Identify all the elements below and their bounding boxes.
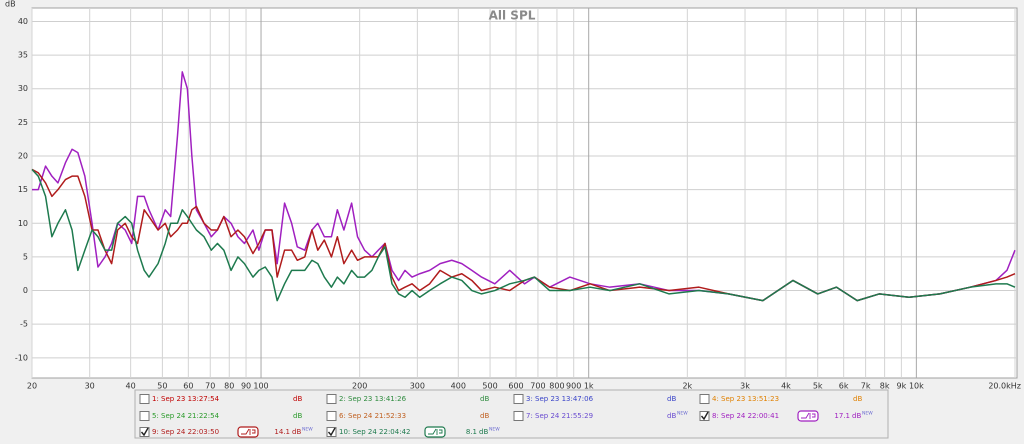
legend-label: 1: Sep 23 13:27:54 [152, 395, 220, 403]
legend-unit: dB [667, 395, 676, 403]
y-tick-label: 20 [18, 152, 28, 161]
legend-panel [134, 389, 889, 439]
x-tick-label: 100 [253, 382, 268, 391]
legend-checkbox[interactable] [699, 411, 710, 421]
level-value: 17.1 [834, 412, 850, 420]
plot-area [31, 7, 1018, 379]
x-tick-label: 300 [410, 382, 425, 391]
offset-icon [801, 412, 816, 419]
curves [31, 71, 1016, 302]
legend-checkbox[interactable] [326, 394, 337, 404]
x-tick-label: 1k [584, 382, 594, 391]
x-tick-label: 800 [549, 382, 564, 391]
legend-label: 9: Sep 24 22:03:50 [152, 428, 219, 436]
x-tick-label: 50 [157, 382, 167, 391]
y-tick-label: -10 [15, 353, 28, 362]
checkmark [327, 427, 336, 437]
checkmark [700, 411, 709, 421]
x-tick-label: 4k [781, 382, 791, 391]
legend-label: 4: Sep 23 13:51:23 [712, 395, 779, 403]
legend: 1: Sep 23 13:27:54 dB 2: Sep 23 13:41:26 dB… [139, 394, 873, 438]
legend-checkbox[interactable] [326, 411, 337, 421]
y-tick-label: 25 [18, 118, 28, 127]
x-tick-label: 10k [909, 382, 924, 391]
grid: -10 -5 0 5 10 15 20 25 30 35 40 20 30 40 50 60 70 80 90 100… [15, 8, 1021, 391]
offset-button[interactable] [424, 426, 446, 438]
tag: NEW [862, 411, 873, 417]
x-tick-label: 700 [530, 382, 545, 391]
y-tick-label: 10 [18, 219, 28, 228]
x-tick-label: 6k [839, 382, 849, 391]
x-tick-label: 20 [27, 382, 37, 391]
x-tick-label: 200 [352, 382, 367, 391]
level-unit: dB [479, 428, 488, 436]
level-value: 14.1 [274, 428, 290, 436]
tag: NEW [677, 411, 688, 417]
legend-unit: dB [293, 412, 302, 420]
x-tick-label: 600 [508, 382, 523, 391]
series-line [31, 168, 1016, 302]
legend-checkbox[interactable] [513, 411, 524, 421]
y-tick-label: 0 [23, 286, 28, 295]
x-tick-label: 2k [682, 382, 692, 391]
legend-label: 7: Sep 24 21:55:29 [526, 412, 593, 420]
x-tick-label: 30 [85, 382, 95, 391]
x-tick-label: 60 [183, 382, 193, 391]
tag: NEW [302, 427, 313, 433]
x-tick-label: 80 [224, 382, 234, 391]
chart-title: All SPL [489, 9, 536, 23]
legend-label: 2: Sep 23 13:41:26 [339, 395, 407, 403]
x-tick-label: 8k [880, 382, 890, 391]
level-value: 8.1 [466, 428, 477, 436]
legend-label: 5: Sep 24 21:22:54 [152, 412, 220, 420]
offset-icon [241, 428, 256, 435]
y-tick-label: 5 [23, 252, 28, 261]
offset-button[interactable] [237, 426, 259, 438]
legend-checkbox[interactable] [513, 394, 524, 404]
tag: NEW [489, 427, 500, 433]
legend-checkbox[interactable] [326, 427, 337, 437]
legend-label: 3: Sep 23 13:47:06 [526, 395, 594, 403]
checkmark [140, 427, 149, 437]
x-tick-label: 70 [205, 382, 215, 391]
y-axis-label: dB [5, 0, 16, 9]
legend-unit: dB [480, 395, 489, 403]
legend-label: 6: Sep 24 21:52:33 [339, 412, 406, 420]
x-tick-label: 500 [482, 382, 497, 391]
x-tick-label: 400 [451, 382, 466, 391]
legend-checkbox[interactable] [139, 411, 150, 421]
legend-unit: dB [667, 412, 676, 420]
legend-unit: dB [853, 395, 862, 403]
series-line [31, 168, 1016, 302]
y-tick-label: -5 [20, 320, 28, 329]
level-unit: dB [292, 428, 301, 436]
x-tick-label: 9k [897, 382, 907, 391]
y-tick-label: 30 [18, 84, 28, 93]
legend-unit: dB [480, 412, 489, 420]
legend-label: 8: Sep 24 22:00:41 [712, 412, 779, 420]
level-unit: dB [852, 412, 861, 420]
x-tick-label: 5k [813, 382, 823, 391]
x-tick-label: 20.0kHz [988, 382, 1021, 391]
legend-label: 10: Sep 24 22:04:42 [339, 428, 410, 436]
legend-checkbox[interactable] [139, 427, 150, 437]
offset-icon [428, 428, 443, 435]
x-tick-label: 3k [740, 382, 750, 391]
legend-checkbox[interactable] [699, 394, 710, 404]
x-tick-label: 7k [861, 382, 871, 391]
x-tick-label: 90 [241, 382, 251, 391]
legend-unit: dB [293, 395, 302, 403]
y-tick-label: 35 [18, 51, 28, 60]
offset-button[interactable] [797, 410, 819, 422]
x-tick-label: 900 [566, 382, 581, 391]
y-tick-label: 15 [18, 185, 28, 194]
y-tick-label: 40 [18, 17, 28, 26]
legend-checkbox[interactable] [139, 394, 150, 404]
x-tick-label: 40 [126, 382, 136, 391]
